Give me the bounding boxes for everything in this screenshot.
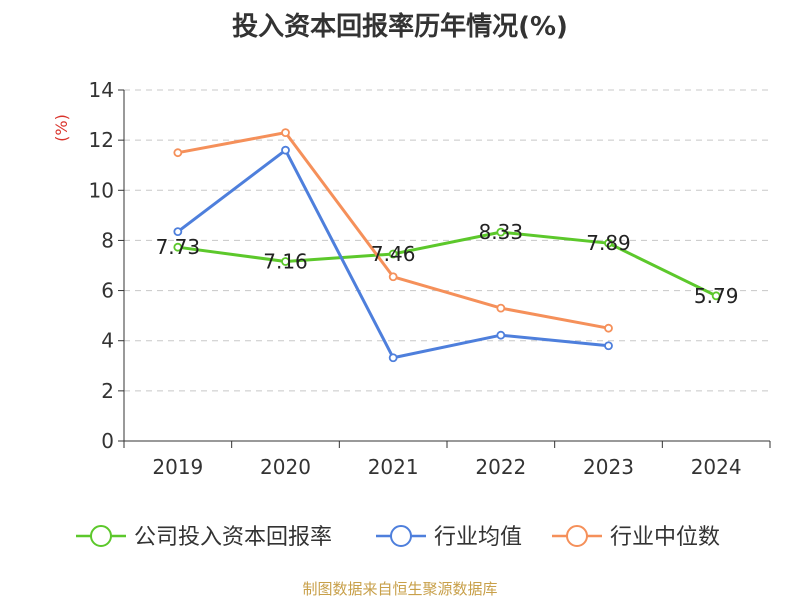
series-line-0: [177, 230, 717, 298]
data-point: [281, 145, 290, 155]
y-tick-label: 2: [101, 379, 114, 403]
data-point: [496, 330, 506, 340]
y-axis-label: (%): [52, 114, 71, 142]
y-tick-label: 12: [89, 128, 114, 152]
data-point: [173, 242, 183, 252]
x-tick-label: 2023: [583, 455, 634, 479]
legend-marker: [566, 525, 588, 547]
y-tick-label: 6: [101, 279, 114, 303]
y-tick-label: 0: [101, 429, 114, 453]
data-point: [604, 341, 613, 351]
legend: 公司投入资本回报率 行业均值 行业中位数: [76, 525, 720, 550]
series-line-2: [177, 131, 609, 330]
data-point: [388, 272, 398, 282]
data-point: [173, 227, 183, 237]
data-point: [281, 257, 290, 266]
source-footer: 制图数据来自恒生聚源数据库: [302, 580, 498, 598]
axes: 0 2 4 6 8 10 12 14 2019 2020 2021 2022 2023 2024: [89, 78, 771, 479]
data-point: [496, 227, 506, 237]
data-point: [388, 249, 398, 259]
y-tick-label: 8: [101, 228, 114, 252]
data-point: [281, 128, 290, 138]
data-point: [388, 353, 398, 363]
x-tick-label: 2021: [368, 455, 419, 479]
series-lines: [173, 128, 721, 363]
data-label: 7.73: [156, 235, 201, 259]
data-label: 7.16: [263, 249, 308, 273]
data-point: [496, 303, 506, 313]
data-point: [604, 323, 613, 333]
legend-label: 行业均值: [434, 525, 522, 550]
y-tick-label: 10: [89, 178, 114, 202]
x-tick-label: 2024: [691, 455, 742, 479]
legend-marker: [90, 525, 112, 547]
data-labels: 7.73 7.16 7.46 8.33 7.89 5.79: [156, 220, 739, 308]
legend-marker: [390, 525, 412, 547]
data-label: 7.46: [371, 242, 416, 266]
legend-label: 行业中位数: [610, 525, 720, 550]
data-point: [173, 148, 183, 158]
data-label: 8.33: [479, 220, 524, 244]
data-point: [604, 238, 613, 248]
y-tick-label: 4: [101, 329, 114, 353]
data-label: 5.79: [694, 284, 739, 308]
chart-title: 投入资本回报率历年情况(%): [232, 12, 568, 42]
y-tick-label: 14: [89, 78, 114, 102]
grid-lines: [124, 89, 770, 392]
x-tick-label: 2022: [475, 455, 526, 479]
x-tick-label: 2020: [260, 455, 311, 479]
data-point: [711, 291, 721, 301]
legend-label: 公司投入资本回报率: [134, 525, 332, 550]
data-label: 7.89: [586, 231, 631, 255]
x-tick-label: 2019: [152, 455, 203, 479]
